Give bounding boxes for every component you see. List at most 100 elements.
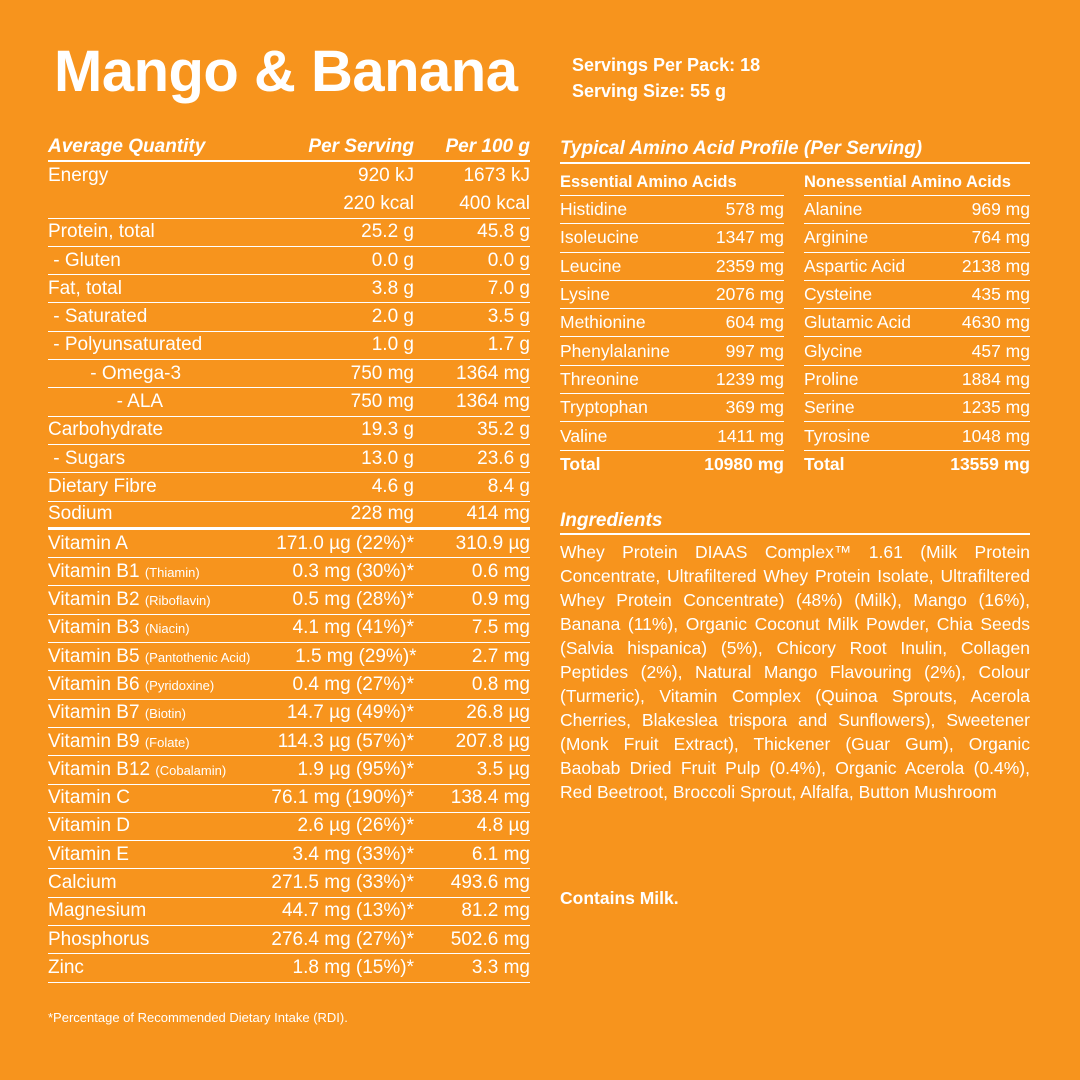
allergen-statement: Contains Milk. <box>560 888 679 908</box>
nutrition-row: - Omega-3 750 mg 1364 mg <box>48 360 530 389</box>
amino-acid-row: Tryptophan 369 mg <box>560 394 784 423</box>
per-100g-value: 2.7 mg <box>471 645 530 667</box>
per-100g-value: 81.2 mg <box>461 900 530 922</box>
nutrition-row: Sodium 228 mg 414 mg <box>48 502 530 530</box>
nutrition-header: Average Quantity Per Serving Per 100 g <box>48 134 530 162</box>
nutrition-row: Dietary Fibre 4.6 g 8.4 g <box>48 473 530 502</box>
nonessential-total-row: Total 13559 mg <box>804 451 1030 479</box>
nutrient-label: Vitamin B3 <box>48 617 145 639</box>
vitamin-row: Vitamin E 3.4 mg (33%)* 6.1 mg <box>48 841 530 870</box>
amino-value: 2138 mg <box>961 255 1030 276</box>
per-serving-value: 1.8 mg (15%)* <box>292 956 414 978</box>
per-100g-value: 4.8 µg <box>476 815 530 837</box>
per-100g-value: 35.2 g <box>477 419 530 441</box>
amino-value: 1411 mg <box>717 425 784 446</box>
per-serving-value: 0.0 g <box>371 249 414 271</box>
nutrient-label: Vitamin E <box>48 843 129 865</box>
per-100g-value: 26.8 µg <box>466 702 530 724</box>
amino-value: 1884 mg <box>961 368 1030 389</box>
ingredients-text: Whey Protein DIAAS Complex™ 1.61 (Milk P… <box>560 542 1030 802</box>
amino-name: Arginine <box>804 227 869 248</box>
nutrient-subname: (Cobalamin) <box>155 762 227 778</box>
per-serving-value: 220 kcal <box>343 192 414 214</box>
amino-acid-row: Alanine 969 mg <box>804 196 1030 225</box>
nutrient-label: Vitamin D <box>48 815 131 837</box>
amino-acid-row: Cysteine 435 mg <box>804 281 1030 310</box>
header-per-serving: Per Serving <box>308 136 414 157</box>
nutrition-row: Carbohydrate 19.3 g 35.2 g <box>48 417 530 445</box>
amino-acid-row: Phenylalanine 997 mg <box>560 337 784 366</box>
amino-value: 764 mg <box>971 227 1030 248</box>
amino-name: Phenylalanine <box>560 340 670 361</box>
amino-name: Methionine <box>560 312 646 333</box>
per-100g-value: 0.9 mg <box>471 589 530 611</box>
amino-value: 2359 mg <box>715 255 784 276</box>
nutrient-subname: (Folate) <box>144 734 190 750</box>
amino-acid-row: Isoleucine 1347 mg <box>560 224 784 253</box>
per-serving-value: 0.5 mg (28%)* <box>292 589 414 611</box>
nutrient-name: Vitamin B1 (Thiamin) <box>48 561 244 583</box>
per-serving-value: 0.3 mg (30%)* <box>292 560 414 582</box>
total-value: 13559 mg <box>950 454 1030 475</box>
per-serving-value: 1.5 mg (29%)* <box>295 645 417 667</box>
per-100g-value: 138.4 mg <box>450 787 530 809</box>
amino-name: Threonine <box>560 368 639 389</box>
per-serving-value: 0.4 mg (27%)* <box>292 673 414 695</box>
nutrient-name: - ALA <box>48 391 164 413</box>
nutrition-table: Average Quantity Per Serving Per 100 g E… <box>48 134 530 983</box>
total-label: Total <box>804 454 845 475</box>
per-100g-value: 493.6 mg <box>450 872 530 894</box>
per-100g-value: 0.8 mg <box>471 673 530 695</box>
per-100g-value: 400 kcal <box>459 192 530 214</box>
per-serving-value: 3.8 g <box>371 277 414 299</box>
per-serving-value: 4.1 mg (41%)* <box>292 617 414 639</box>
nutrient-subname: (Riboflavin) <box>144 593 211 609</box>
amino-acid-row: Threonine 1239 mg <box>560 366 784 395</box>
per-100g-value: 310.9 µg <box>455 532 530 554</box>
amino-acid-row: Serine 1235 mg <box>804 394 1030 423</box>
nutrient-subname: (Niacin) <box>144 621 190 637</box>
nutrient-name: Zinc <box>48 957 244 979</box>
per-100g-value: 45.8 g <box>477 221 530 243</box>
nutrient-label: Zinc <box>48 956 84 978</box>
nutrient-subname: (Pyridoxine) <box>144 677 215 693</box>
amino-acid-row: Lysine 2076 mg <box>560 281 784 310</box>
per-100g-value: 1.7 g <box>487 334 530 356</box>
amino-value: 457 mg <box>971 340 1030 361</box>
vitamin-row: Phosphorus 276.4 mg (27%)* 502.6 mg <box>48 926 530 955</box>
nutrient-subname: (Pantothenic Acid) <box>144 649 251 665</box>
per-100g-value: 1364 mg <box>456 391 530 413</box>
nutrient-subname: (Biotin) <box>144 706 186 722</box>
nutrition-row: - Polyunsaturated 1.0 g 1.7 g <box>48 332 530 361</box>
per-100g-value: 8.4 g <box>487 475 530 497</box>
amino-value: 997 mg <box>725 340 784 361</box>
amino-acid-row: Histidine 578 mg <box>560 196 784 225</box>
nutrient-name: Vitamin D <box>48 815 244 837</box>
per-serving-value: 76.1 mg (190%)* <box>271 787 414 809</box>
nutrient-label: Magnesium <box>48 900 147 922</box>
nonessential-amino-column: Nonessential Amino Acids Alanine 969 mg Arg… <box>804 170 1030 479</box>
vitamin-row: Vitamin B9 (Folate) 114.3 µg (57%)* 207.8 … <box>48 728 530 757</box>
per-serving-value: 750 mg <box>350 362 414 384</box>
ingredients-section: Ingredients Whey Protein DIAAS Complex™ … <box>560 510 1030 804</box>
nutrient-name: Vitamin B6 (Pyridoxine) <box>48 674 244 696</box>
per-serving-value: 19.3 g <box>361 419 414 441</box>
per-serving-value: 3.4 mg (33%)* <box>292 843 414 865</box>
per-100g-value: 1673 kJ <box>463 165 530 187</box>
nutrient-name: Calcium <box>48 872 244 894</box>
amino-acid-row: Methionine 604 mg <box>560 309 784 338</box>
amino-name: Valine <box>560 425 608 446</box>
vitamin-row: Vitamin B5 (Pantothenic Acid) 1.5 mg (29%… <box>48 643 530 672</box>
per-serving-value: 44.7 mg (13%)* <box>281 900 414 922</box>
vitamin-row: Vitamin D 2.6 µg (26%)* 4.8 µg <box>48 813 530 842</box>
amino-name: Proline <box>804 368 859 389</box>
rdi-footnote: *Percentage of Recommended Dietary Intak… <box>48 1010 348 1025</box>
vitamin-row: Vitamin B12 (Cobalamin) 1.9 µg (95%)* 3.5 … <box>48 756 530 785</box>
nutrition-row: Energy 920 kJ 1673 kJ <box>48 162 530 190</box>
per-serving-value: 228 mg <box>350 503 414 525</box>
per-serving-value: 1.0 g <box>371 334 414 356</box>
nutrient-name: Fat, total <box>48 277 122 299</box>
nonessential-header: Nonessential Amino Acids <box>804 170 1030 196</box>
nutrient-name: Phosphorus <box>48 929 244 951</box>
servings-per-pack: Servings Per Pack: 18 <box>572 55 761 75</box>
